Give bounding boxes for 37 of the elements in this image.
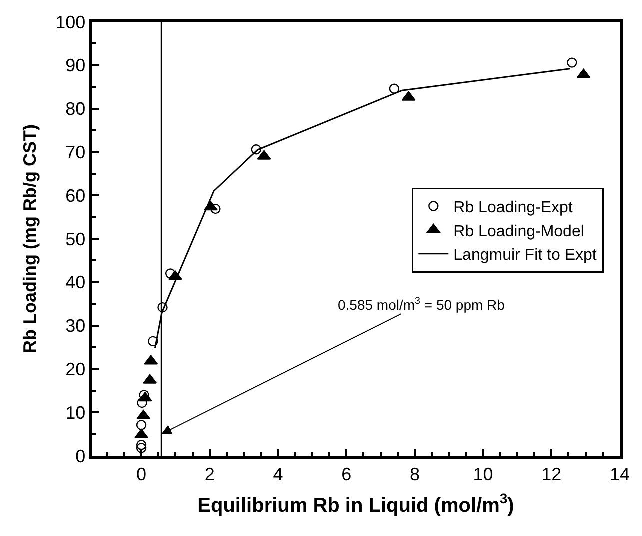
y-tick-label: 100 — [56, 12, 86, 32]
point — [166, 268, 176, 279]
point — [158, 302, 168, 313]
y-tick-label: 60 — [66, 186, 86, 206]
point — [251, 144, 262, 155]
y-tick-label: 20 — [66, 360, 86, 380]
x-tick-label: 4 — [273, 464, 284, 484]
annotation: 0.585 mol/m$^{3}$ = 50 ppm Rb — [338, 296, 506, 313]
x-tick-label: 2 — [204, 464, 215, 484]
point — [136, 420, 147, 430]
y-tick-label: 0 — [76, 446, 86, 466]
point — [210, 204, 221, 214]
x-tick-label: 6 — [342, 464, 352, 484]
y-tick-label: 10 — [66, 402, 86, 423]
y-tick-label: 90 — [66, 56, 86, 76]
point — [137, 398, 148, 408]
x-tick-label: 8 — [410, 464, 420, 484]
y-tick-label: 50 — [66, 229, 86, 250]
y-tick-label: 70 — [66, 142, 86, 162]
point — [567, 58, 578, 68]
point — [134, 429, 148, 439]
x-axis-title: Equilibrium Rb in Liquid (mol/m$^{3}$) — [198, 490, 514, 517]
x-tick-label: 0 — [136, 464, 147, 484]
x-tick-label: 10 — [473, 464, 494, 484]
legend-label: Rb Loading-Model — [454, 223, 584, 240]
y-tick-label: 40 — [66, 272, 86, 293]
x-tick-label: 14 — [610, 464, 630, 484]
point — [136, 440, 147, 450]
legend-label: Langmuir Fit to Expt — [454, 247, 598, 264]
y-tick-label: 30 — [66, 316, 86, 336]
point — [136, 443, 147, 454]
legend-label: Rb Loading-Expt — [454, 199, 574, 216]
point — [148, 336, 158, 347]
x-tick-label: 12 — [542, 464, 562, 484]
y-tick-label: 80 — [66, 99, 86, 120]
y-axis-title: Rb Loading (mg Rb/g CST) — [20, 124, 40, 354]
point — [389, 84, 400, 94]
